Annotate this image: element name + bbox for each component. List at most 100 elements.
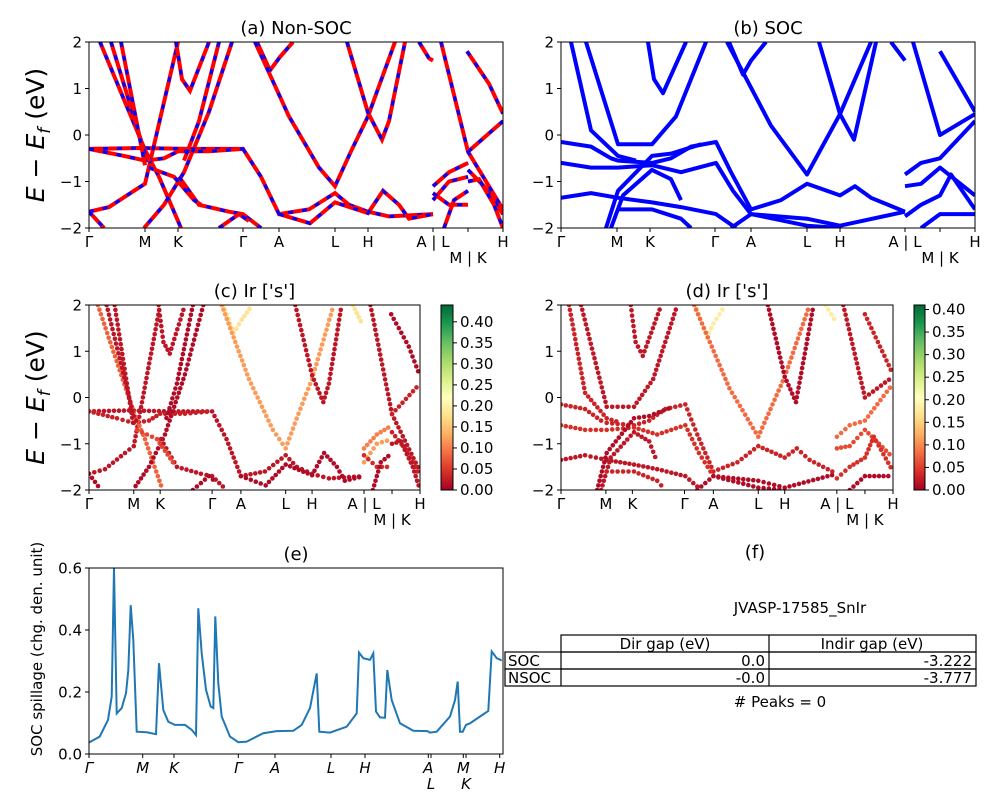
band-point bbox=[219, 427, 224, 433]
y-tick-label: −2 bbox=[60, 220, 82, 238]
band-point bbox=[199, 410, 204, 415]
band-point bbox=[599, 385, 605, 390]
band-point bbox=[147, 356, 153, 361]
band-point bbox=[789, 391, 795, 396]
band-point bbox=[790, 350, 796, 356]
band-point bbox=[233, 460, 238, 465]
colorbar-gradient bbox=[440, 304, 454, 491]
band-point bbox=[622, 427, 628, 433]
band-point bbox=[224, 436, 229, 442]
band-point bbox=[248, 472, 253, 477]
band-point bbox=[116, 327, 121, 332]
band-point bbox=[619, 431, 625, 437]
band-line-dashed bbox=[439, 42, 503, 211]
y-tick-label: 0.4 bbox=[58, 622, 82, 640]
band-point bbox=[615, 404, 620, 410]
band-point bbox=[802, 351, 808, 356]
band-point bbox=[292, 421, 298, 426]
band-point bbox=[137, 423, 142, 429]
band-point bbox=[620, 422, 626, 427]
band-point bbox=[865, 414, 871, 419]
x-tick-label: Γ bbox=[85, 495, 94, 513]
plot-area bbox=[89, 42, 503, 228]
band-point bbox=[650, 325, 656, 331]
band-point bbox=[317, 390, 322, 396]
band-point bbox=[112, 305, 117, 308]
band-point bbox=[152, 331, 157, 337]
band-point bbox=[598, 473, 603, 479]
band-line bbox=[431, 161, 469, 188]
band-point bbox=[886, 377, 892, 383]
band-point bbox=[857, 419, 863, 425]
band-point bbox=[771, 482, 777, 488]
band-point bbox=[761, 485, 766, 490]
band-point bbox=[854, 361, 860, 366]
band-point bbox=[292, 465, 297, 471]
band-point bbox=[102, 466, 108, 472]
y-axis-label: E − Ef (eV) bbox=[21, 330, 55, 464]
x-tick-label: A bbox=[274, 233, 285, 251]
band-point bbox=[845, 322, 851, 327]
band-point bbox=[878, 397, 883, 403]
panel-title: (b) SOC bbox=[733, 18, 802, 39]
band-point bbox=[154, 413, 159, 419]
band-point bbox=[561, 402, 564, 407]
band-point bbox=[702, 460, 707, 465]
band-point bbox=[136, 414, 142, 420]
band-line bbox=[148, 165, 203, 207]
band-point bbox=[396, 325, 402, 331]
band-point bbox=[780, 379, 785, 384]
band-point bbox=[634, 400, 639, 406]
x-tick-label: L bbox=[754, 495, 763, 513]
band-point bbox=[413, 473, 419, 479]
band-point bbox=[315, 386, 321, 392]
y-tick-label: −2 bbox=[532, 220, 554, 238]
band-point bbox=[591, 351, 596, 356]
band-point bbox=[212, 413, 217, 419]
band-point bbox=[602, 460, 607, 465]
band-point bbox=[331, 475, 337, 481]
y-tick-label: 0.0 bbox=[58, 746, 82, 764]
band-point bbox=[618, 460, 623, 465]
band-point bbox=[838, 445, 844, 450]
band-point bbox=[866, 431, 871, 436]
band-point bbox=[721, 476, 726, 482]
y-tick-label: 0.6 bbox=[58, 560, 82, 578]
band-point bbox=[563, 423, 569, 429]
band-line bbox=[465, 50, 503, 115]
band-point bbox=[157, 313, 163, 318]
band-point bbox=[378, 460, 384, 465]
band-point bbox=[181, 376, 186, 382]
band-point bbox=[136, 480, 141, 485]
band-point bbox=[888, 367, 893, 373]
band-point bbox=[317, 459, 322, 465]
band-line bbox=[439, 42, 503, 211]
band-point bbox=[867, 473, 872, 479]
table-row-nsoc bbox=[504, 668, 977, 687]
band-point bbox=[874, 386, 880, 391]
band-point bbox=[735, 399, 740, 404]
band-point bbox=[847, 487, 852, 490]
band-point bbox=[608, 455, 613, 460]
band-point bbox=[866, 392, 872, 397]
band-point bbox=[636, 471, 641, 476]
band-point bbox=[569, 317, 574, 322]
band-point bbox=[573, 425, 578, 431]
table-cell: -3.777 bbox=[924, 669, 972, 687]
band-point bbox=[404, 339, 409, 345]
band-point bbox=[95, 305, 101, 308]
band-point bbox=[186, 357, 192, 362]
band-point bbox=[838, 430, 844, 436]
band-point bbox=[371, 483, 377, 488]
band-point bbox=[632, 334, 638, 340]
band-point bbox=[581, 380, 586, 386]
band-line bbox=[466, 119, 503, 154]
band-point bbox=[167, 405, 172, 411]
band-point bbox=[604, 427, 609, 433]
band-point bbox=[153, 327, 158, 332]
band-point bbox=[855, 480, 860, 486]
band-point bbox=[723, 376, 728, 382]
band-point bbox=[799, 326, 804, 332]
band-line bbox=[938, 50, 975, 113]
band-point bbox=[769, 317, 774, 322]
